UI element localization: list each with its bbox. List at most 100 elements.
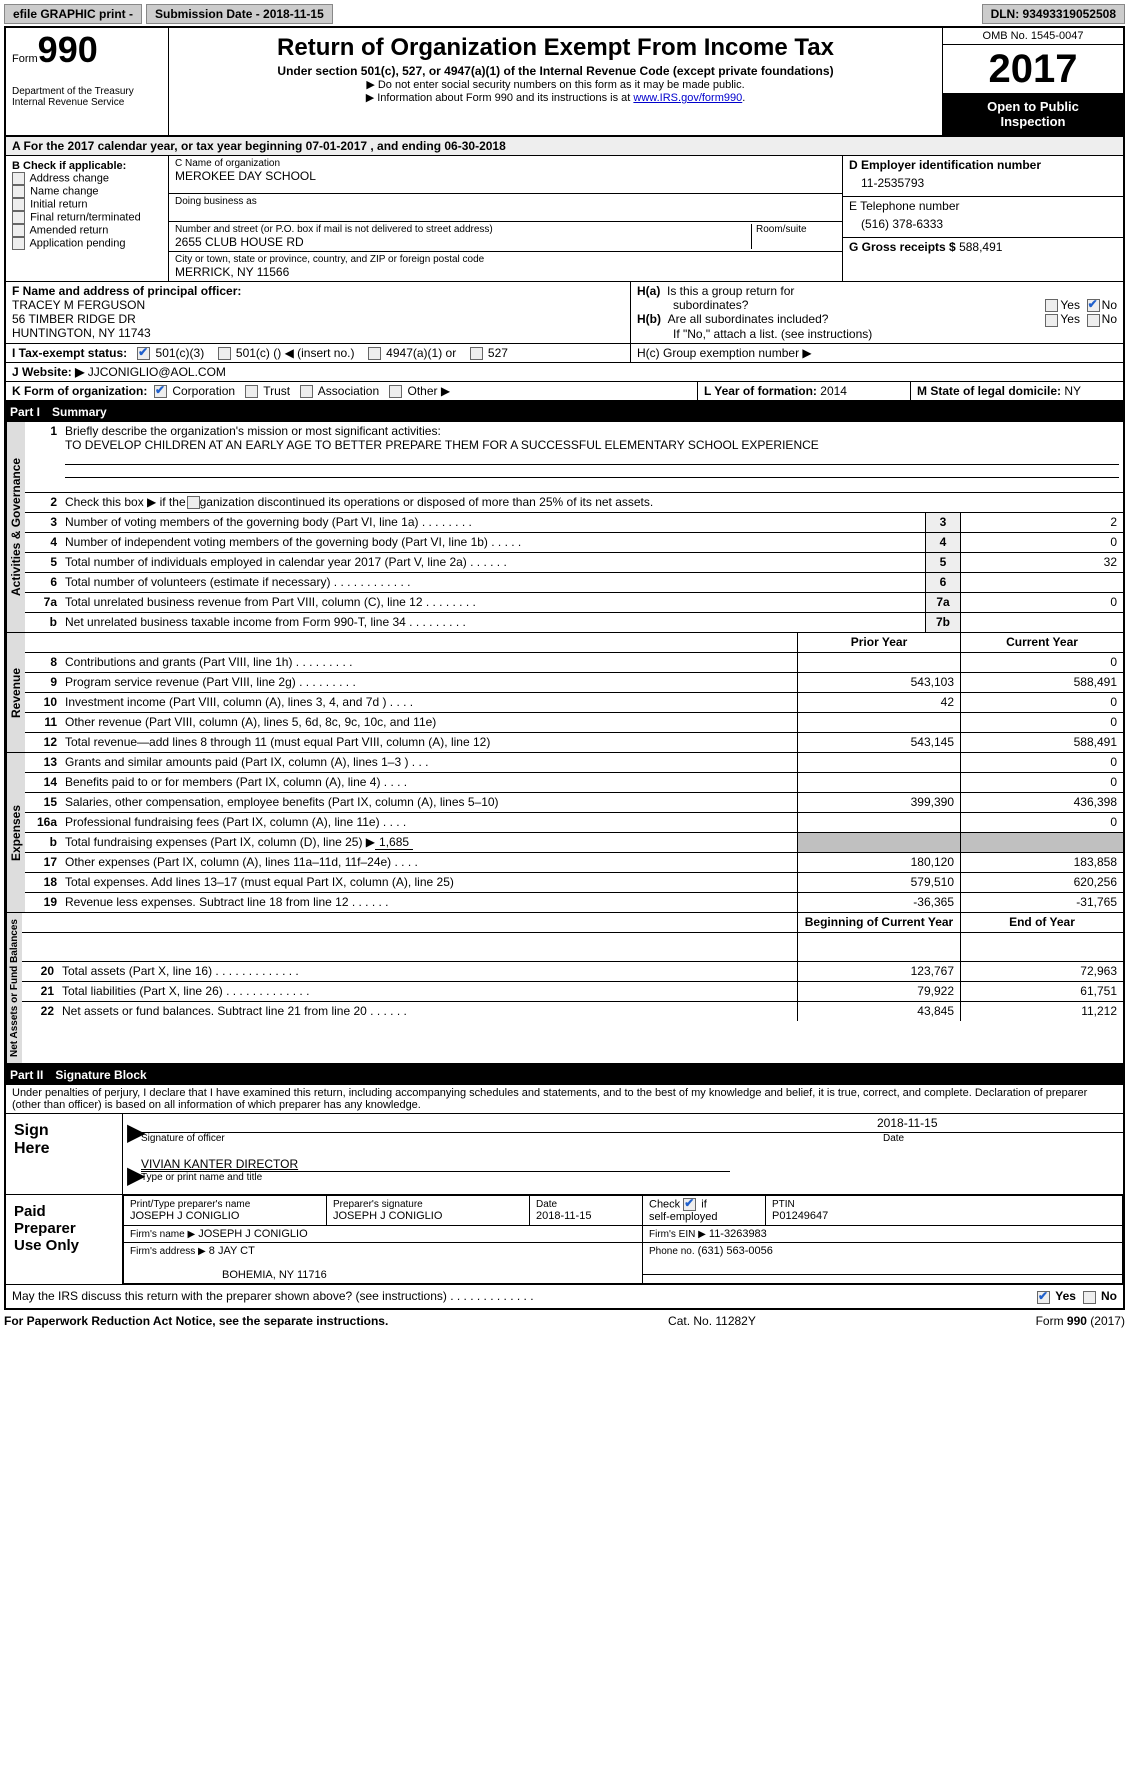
form-label: Form <box>12 53 38 65</box>
v20c: 72,963 <box>960 962 1123 981</box>
v6 <box>960 573 1123 592</box>
cb-ha-no[interactable] <box>1087 299 1100 312</box>
cb-hb-no[interactable] <box>1087 314 1100 327</box>
cb-ha-yes[interactable] <box>1045 299 1058 312</box>
v19c: -31,765 <box>960 893 1123 912</box>
v16bc-shaded <box>960 833 1123 852</box>
form-header: Form990 Department of the Treasury Inter… <box>4 26 1125 137</box>
hdr-prior-year: Prior Year <box>797 633 960 652</box>
ha-no: No <box>1102 298 1117 312</box>
row-j: J Website: ▶ JJCONIGLIO@AOL.COM <box>4 363 1125 382</box>
v22p: 43,845 <box>797 1002 960 1021</box>
cb-name-change[interactable] <box>12 185 25 198</box>
opt-4947: 4947(a)(1) or <box>386 346 456 360</box>
ptin-label: PTIN <box>772 1199 795 1210</box>
row-klm: K Form of organization: Corporation Trus… <box>4 382 1125 402</box>
k-label: K Form of organization: <box>12 384 147 398</box>
cb-self-employed[interactable] <box>683 1198 696 1211</box>
form-title: Return of Organization Exempt From Incom… <box>177 34 934 62</box>
v4: 0 <box>960 533 1123 552</box>
cb-assoc[interactable] <box>300 385 313 398</box>
l1-text: TO DEVELOP CHILDREN AT AN EARLY AGE TO B… <box>65 438 819 452</box>
l8: Contributions and grants (Part VIII, lin… <box>61 653 797 672</box>
officer-name: TRACEY M FERGUSON <box>12 298 624 312</box>
hc-label: H(c) Group exemption number ▶ <box>637 346 812 360</box>
firm-ein-label: Firm's EIN ▶ <box>649 1229 706 1240</box>
discuss-text: May the IRS discuss this return with the… <box>12 1289 534 1303</box>
v15p: 399,390 <box>797 793 960 812</box>
efile-button[interactable]: efile GRAPHIC print - <box>4 4 142 24</box>
part2-num: Part II <box>10 1068 43 1082</box>
v13c: 0 <box>960 753 1123 772</box>
cb-initial-return[interactable] <box>12 198 25 211</box>
tab-revenue: Revenue <box>6 633 25 752</box>
v21c: 61,751 <box>960 982 1123 1001</box>
cb-address-change[interactable] <box>12 172 25 185</box>
gross-value: 588,491 <box>959 240 1002 254</box>
dept-irs: Internal Revenue Service <box>12 97 162 108</box>
ha-yes: Yes <box>1060 298 1080 312</box>
cb-discontinued[interactable] <box>187 496 200 509</box>
part2-name: Signature Block <box>55 1068 146 1082</box>
city-state-zip: MERRICK, NY 11566 <box>175 265 836 279</box>
l3: Number of voting members of the governin… <box>61 513 925 532</box>
footer-mid: Cat. No. 11282Y <box>668 1314 756 1328</box>
m-label: M State of legal domicile: <box>917 384 1061 398</box>
v17c: 183,858 <box>960 853 1123 872</box>
insert-no: ) ◀ (insert no.) <box>277 346 354 360</box>
officer-addr2: HUNTINGTON, NY 11743 <box>12 326 624 340</box>
f-label-text: F Name and address of principal officer: <box>12 284 241 298</box>
dln-label: DLN: 93493319052508 <box>982 4 1125 24</box>
l17: Other expenses (Part IX, column (A), lin… <box>61 853 797 872</box>
i-label: I Tax-exempt status: <box>12 346 127 360</box>
l-label: L Year of formation: <box>704 384 817 398</box>
v9c: 588,491 <box>960 673 1123 692</box>
c-name-label: C Name of organization <box>175 158 836 169</box>
cb-pending[interactable] <box>12 237 25 250</box>
cb-other[interactable] <box>389 385 402 398</box>
cb-discuss-no[interactable] <box>1083 1291 1096 1304</box>
lbl-amended: Amended return <box>29 224 108 236</box>
l16a: Professional fundraising fees (Part IX, … <box>61 813 797 832</box>
date-label: Date <box>883 1133 1123 1144</box>
prep-sig-label: Preparer's signature <box>333 1199 423 1210</box>
l7b: Net unrelated business taxable income fr… <box>61 613 925 632</box>
f-label: F Name and address of principal officer: <box>12 284 624 298</box>
v9p: 543,103 <box>797 673 960 692</box>
form-subtitle: Under section 501(c), 527, or 4947(a)(1)… <box>177 64 934 78</box>
phone: (631) 563-0056 <box>698 1245 773 1257</box>
open-public-1: Open to Public <box>947 99 1119 114</box>
cb-501c3[interactable] <box>137 347 150 360</box>
tab-governance: Activities & Governance <box>6 422 25 632</box>
v16ap <box>797 813 960 832</box>
irs-link[interactable]: www.IRS.gov/form990 <box>633 92 742 104</box>
cb-527[interactable] <box>470 347 483 360</box>
v11c: 0 <box>960 713 1123 732</box>
cb-discuss-yes[interactable] <box>1037 1291 1050 1304</box>
cb-corp[interactable] <box>154 385 167 398</box>
top-bar: efile GRAPHIC print - Submission Date - … <box>4 4 1125 24</box>
l2: Check this box ▶ if the organization dis… <box>65 495 653 509</box>
tab-net-assets: Net Assets or Fund Balances <box>6 913 22 1063</box>
preparer-table: Print/Type preparer's nameJOSEPH J CONIG… <box>123 1195 1123 1284</box>
opt-other: Other ▶ <box>408 384 451 398</box>
opt-corp: Corporation <box>172 384 235 398</box>
v14p <box>797 773 960 792</box>
opt-527: 527 <box>488 346 508 360</box>
info-grid-top: B Check if applicable: Address change Na… <box>4 156 1125 282</box>
cb-501c[interactable] <box>218 347 231 360</box>
cb-amended[interactable] <box>12 224 25 237</box>
v11p <box>797 713 960 732</box>
v22c: 11,212 <box>960 1002 1123 1021</box>
cb-trust[interactable] <box>245 385 258 398</box>
cb-final-return[interactable] <box>12 211 25 224</box>
info-grid-fh: F Name and address of principal officer:… <box>4 282 1125 344</box>
cb-4947[interactable] <box>368 347 381 360</box>
cb-hb-yes[interactable] <box>1045 314 1058 327</box>
discuss-yes: Yes <box>1055 1289 1076 1303</box>
type-name-label: Type or print name and title <box>141 1172 1123 1183</box>
signature-block: Under penalties of perjury, I declare th… <box>4 1085 1125 1309</box>
open-public-2: Inspection <box>947 114 1119 129</box>
officer-name-title: VIVIAN KANTER DIRECTOR <box>141 1157 730 1172</box>
submission-date: Submission Date - 2018-11-15 <box>146 4 333 24</box>
